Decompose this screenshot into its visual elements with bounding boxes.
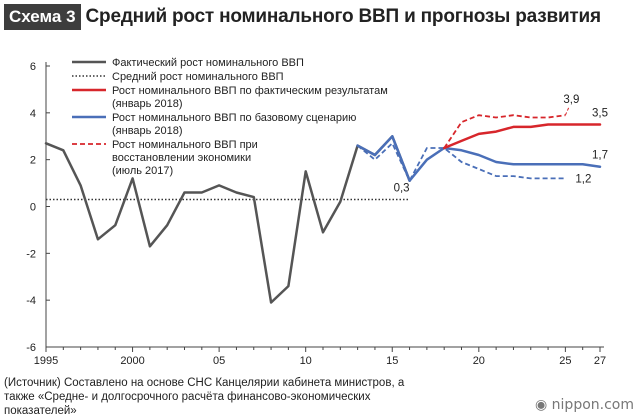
x-tick-label: 05 (213, 355, 225, 367)
annotation-leader (564, 105, 570, 116)
series-line-3 (356, 135, 602, 182)
chart-legend: Фактический рост номинального ВВП Средний… (72, 57, 388, 177)
data-label: 1,7 (592, 150, 608, 162)
y-tick-label: -2 (26, 248, 36, 260)
x-tick-label: 15 (386, 355, 398, 367)
series-line-0 (44, 135, 411, 304)
line-chart: -6 -4 -2 0 2 4 6 1995 2000 05 10 15 20 25 27 0,3 3,9 3,5… (26, 57, 608, 367)
legend-label: восстановлении экономики (112, 152, 251, 164)
x-tick-label: 1995 (34, 355, 58, 367)
legend-label: Рост номинального ВВП при (112, 139, 258, 151)
brand-logo: ◉ nippon.com (535, 397, 634, 413)
y-tick-label: -6 (26, 342, 36, 354)
data-label: 3,9 (563, 94, 579, 106)
data-label: 1,2 (575, 173, 591, 185)
series-line-5 (357, 142, 566, 182)
y-tick-label: -4 (26, 295, 36, 307)
annotation-layer: 0,3 3,9 3,5 1,71,2 (394, 94, 608, 194)
legend-label: Средний рост номинального ВВП (112, 71, 284, 83)
series-line-4 (443, 114, 566, 149)
x-tick-label: 27 (594, 355, 606, 367)
y-tick-label: 2 (30, 155, 36, 167)
x-tick-label: 25 (559, 355, 571, 367)
chart-header: Схема 3 Средний рост номинального ВВП и … (4, 4, 601, 30)
chart-title: Средний рост номинального ВВП и прогнозы… (85, 6, 602, 27)
series-line-2 (442, 123, 602, 150)
series-layer (44, 114, 602, 304)
figure-badge: Схема 3 (4, 4, 81, 30)
data-label: 3,5 (592, 108, 608, 120)
x-tick-label: 10 (300, 355, 312, 367)
x-tick-label: 2000 (120, 355, 144, 367)
y-tick-label: 0 (30, 202, 36, 214)
x-tick-label: 20 (473, 355, 485, 367)
globe-icon: ◉ (535, 397, 548, 413)
source-line-2: также «Средне- и долгосрочного расчёта ф… (4, 391, 371, 403)
legend-label: Рост номинального ВВП по фактическим рез… (112, 85, 388, 97)
legend-label: Рост номинального ВВП по базовому сценар… (112, 112, 356, 124)
source-line-3: показателей» (4, 405, 77, 417)
chart-axes: -6 -4 -2 0 2 4 6 1995 2000 05 10 15 20 25 27 (26, 61, 606, 367)
data-label: 0,3 (394, 182, 410, 194)
legend-label: Фактический рост номинального ВВП (112, 57, 304, 69)
y-tick-label: 4 (30, 108, 36, 120)
legend-label: (июль 2017) (112, 165, 173, 177)
legend-label: (январь 2018) (112, 125, 183, 137)
brand-name: nippon.com (551, 397, 634, 413)
source-note: (Источник) Составлено на основе СНС Канц… (4, 376, 532, 418)
source-line-1: (Источник) Составлено на основе СНС Канц… (4, 377, 405, 389)
y-tick-label: 6 (30, 61, 36, 73)
legend-label: (январь 2018) (112, 98, 183, 110)
